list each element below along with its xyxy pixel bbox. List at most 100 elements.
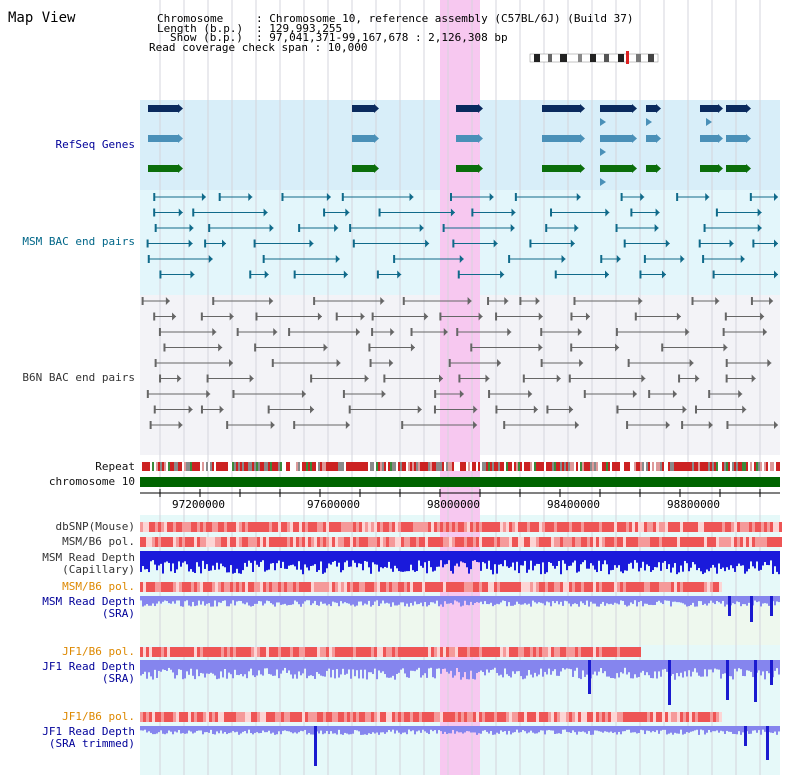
repeat-block	[396, 462, 398, 471]
jf1-b6-pol-trimmed-cell	[380, 712, 383, 722]
jf1-trimmed-depth-bar	[734, 726, 736, 735]
refseq-gene-arrow	[600, 148, 606, 156]
jf1-trimmed-depth-bar	[636, 726, 638, 734]
repeat-block	[360, 462, 362, 471]
jf1-trimmed-depth-bar	[742, 726, 744, 733]
dbsnp-cell	[722, 522, 725, 532]
jf1-depth-bar	[280, 660, 282, 674]
msm-sra-depth-bar	[720, 596, 722, 604]
jf1-trimmed-depth-bar	[504, 726, 506, 732]
jf1-depth-bar	[310, 660, 312, 676]
info-chromosome-key: Chromosome	[157, 12, 224, 25]
msm-b6-pol-cell	[221, 537, 224, 547]
dbsnp-cell	[161, 522, 164, 532]
ideogram-band	[636, 54, 641, 62]
msm-bac-end	[574, 224, 579, 232]
msm-bac-end	[676, 193, 679, 201]
dbsnp-cell	[149, 522, 152, 532]
repeat-block	[348, 462, 350, 471]
jf1-trimmed-depth-bar	[666, 726, 668, 735]
msm-sra-depth-bar	[188, 596, 190, 606]
repeat-block	[490, 462, 492, 471]
jf1-depth-bar	[752, 660, 754, 678]
jf1-depth-bar	[700, 660, 702, 677]
msm-b6-pol-sra-cell	[521, 582, 524, 592]
jf1-depth-bar	[362, 660, 364, 679]
msm-b6-pol-cell	[413, 537, 416, 547]
msm-sra-depth-bar	[522, 596, 524, 605]
msm-capillary-depth-bar	[474, 551, 476, 561]
jf1-b6-pol-cell	[410, 647, 413, 657]
msm-sra-depth-bar	[662, 596, 664, 605]
msm-b6-pol-sra-cell	[149, 582, 152, 592]
jf1-b6-pol-cell	[392, 647, 395, 657]
jf1-b6-pol-cell	[317, 647, 320, 657]
jf1-trimmed-depth-bar	[698, 726, 700, 735]
dbsnp-cell	[626, 522, 629, 532]
track-label-b6n-bac[interactable]: B6N BAC end pairs	[22, 371, 135, 384]
jf1-depth-bar	[496, 660, 498, 674]
msm-sra-depth-bar	[182, 596, 184, 607]
repeat-block	[522, 462, 524, 471]
msm-sra-depth-bar	[698, 596, 700, 602]
jf1-b6-pol-trimmed-cell	[443, 712, 446, 722]
dbsnp-cell	[683, 522, 686, 532]
jf1-depth-bar	[432, 660, 434, 678]
msm-b6-pol-cell	[764, 537, 767, 547]
msm-b6-pol-cell	[242, 537, 245, 547]
msm-sra-depth-bar	[722, 596, 724, 601]
msm-sra-depth-bar	[588, 596, 590, 607]
jf1-b6-pol-cell	[509, 647, 512, 657]
axis-tick-label: 98800000	[667, 498, 720, 511]
msm-b6-pol-cell	[746, 537, 749, 547]
jf1-depth-bar	[306, 660, 308, 679]
msm-b6-pol-cell	[602, 537, 605, 547]
repeat-block	[642, 462, 644, 471]
repeat-block	[606, 462, 608, 471]
jf1-depth-bar	[652, 660, 654, 679]
msm-capillary-depth-bar	[314, 551, 316, 565]
msm-capillary-depth-bar	[440, 551, 442, 561]
repeat-block	[532, 462, 534, 471]
jf1-b6-pol-trimmed-cell	[323, 712, 326, 722]
msm-b6-pol-cell	[239, 537, 242, 547]
repeat-block	[698, 462, 700, 471]
jf1-b6-pol-cell	[179, 647, 182, 657]
msm-b6-pol-cell	[176, 537, 179, 547]
refseq-gene-arrow	[478, 104, 483, 113]
jf1-trimmed-depth-bar	[706, 726, 708, 733]
jf1-b6-pol-trimmed-cell	[176, 712, 179, 722]
jf1-depth-bar	[378, 660, 380, 671]
b6n-bac-end	[661, 343, 664, 352]
msm-b6-pol-cell	[191, 537, 194, 547]
dbsnp-cell	[521, 522, 524, 532]
msm-b6-pol-sra-cell	[701, 582, 704, 592]
dbsnp-cell	[443, 522, 446, 532]
info-coverage-span: Read coverage check span : 10,000	[149, 41, 368, 54]
repeat-block	[758, 462, 760, 471]
jf1-trimmed-depth-bar	[192, 726, 194, 734]
repeat-block	[356, 462, 358, 471]
msm-capillary-depth-bar	[334, 551, 336, 561]
repeat-block	[282, 462, 284, 471]
jf1-trimmed-depth-bar	[296, 726, 298, 734]
jf1-depth-bar	[234, 660, 236, 670]
msm-sra-depth-bar	[310, 596, 312, 606]
msm-b6-pol-cell	[359, 537, 362, 547]
jf1-b6-pol-trimmed-cell	[584, 712, 587, 722]
dbsnp-cell	[692, 522, 695, 532]
track-label-msm-bac[interactable]: MSM BAC end pairs	[22, 235, 135, 248]
msm-bac-end	[489, 193, 494, 201]
msm-sra-depth-bar	[552, 596, 554, 602]
msm-sra-depth-bar	[568, 596, 570, 604]
track-label-refseq[interactable]: RefSeq Genes	[55, 138, 135, 151]
jf1-b6-pol-trimmed-cell	[302, 712, 305, 722]
msm-capillary-depth-bar	[330, 551, 332, 565]
jf1-depth-bar	[646, 660, 648, 673]
msm-capillary-depth-bar	[638, 551, 640, 572]
msm-b6-pol-sra-cell	[266, 582, 269, 592]
jf1-depth-bar	[686, 660, 688, 677]
msm-b6-pol-cell	[515, 537, 518, 547]
jf1-trimmed-depth-bar	[702, 726, 704, 731]
msm-capillary-depth-bar	[316, 551, 318, 572]
